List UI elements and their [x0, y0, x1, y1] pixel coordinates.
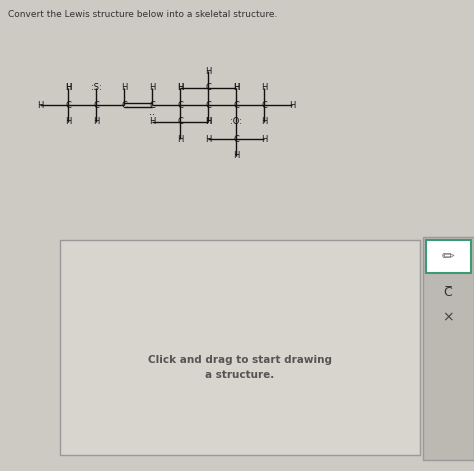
Text: C: C	[93, 100, 99, 109]
Text: H: H	[149, 83, 155, 92]
Text: C: C	[177, 117, 183, 127]
Text: C: C	[121, 100, 127, 109]
Text: H: H	[205, 66, 211, 75]
Text: C: C	[233, 135, 239, 144]
Text: H: H	[261, 83, 267, 92]
Text: C: C	[177, 100, 183, 109]
Text: H: H	[177, 83, 183, 92]
Text: H: H	[65, 117, 71, 127]
Text: H: H	[233, 83, 239, 92]
Text: C: C	[261, 100, 267, 109]
Text: H: H	[65, 83, 71, 92]
Text: Click and drag to start drawing
a structure.: Click and drag to start drawing a struct…	[148, 355, 332, 380]
Text: H: H	[177, 83, 183, 92]
Text: ..: ..	[149, 107, 155, 117]
Text: :O:: :O:	[230, 117, 242, 127]
Text: C̅: C̅	[444, 285, 452, 299]
Text: C: C	[65, 100, 71, 109]
Text: H: H	[149, 117, 155, 127]
Bar	[423, 237, 474, 460]
Text: H: H	[177, 135, 183, 144]
Text: H: H	[93, 117, 99, 127]
Text: Convert the Lewis structure below into a skeletal structure.: Convert the Lewis structure below into a…	[8, 10, 277, 19]
Text: ×: ×	[442, 310, 454, 324]
Text: H: H	[289, 100, 295, 109]
Text: H: H	[261, 117, 267, 127]
Text: C: C	[149, 100, 155, 109]
Text: H: H	[233, 152, 239, 161]
Text: H: H	[261, 135, 267, 144]
Text: C: C	[233, 100, 239, 109]
Text: H: H	[205, 135, 211, 144]
Text: C: C	[205, 83, 211, 92]
Text: H: H	[65, 83, 71, 92]
Text: ✏: ✏	[442, 250, 455, 265]
Text: C: C	[205, 100, 211, 109]
Bar	[60, 240, 420, 455]
Text: H: H	[37, 100, 43, 109]
Text: H: H	[121, 83, 127, 92]
Bar	[426, 240, 471, 273]
Text: :S:: :S:	[91, 83, 101, 92]
Text: H: H	[205, 117, 211, 127]
Text: H: H	[205, 117, 211, 127]
Text: H: H	[233, 83, 239, 92]
